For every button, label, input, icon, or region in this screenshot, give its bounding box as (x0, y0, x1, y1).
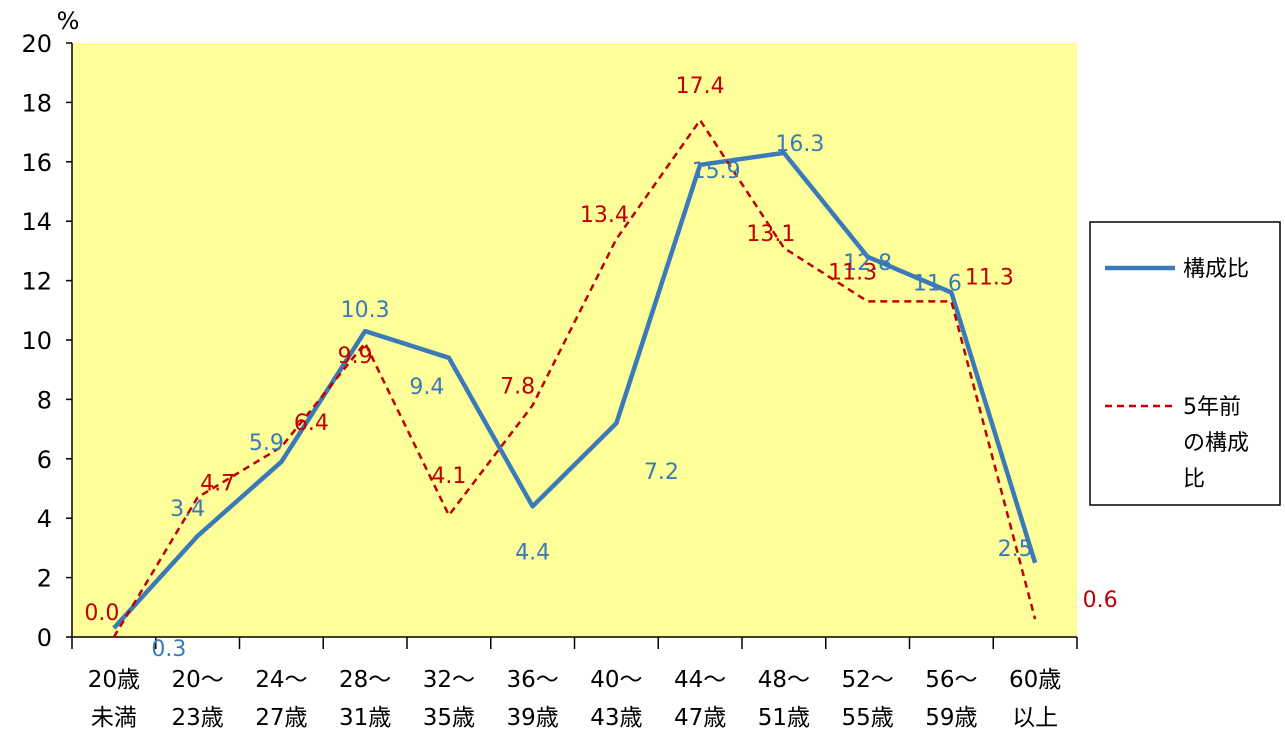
data-label-5yr-ago: 4.1 (431, 464, 466, 489)
data-label-5yr-ago: 17.4 (676, 74, 725, 99)
y-tick-label: 6 (37, 446, 52, 474)
x-tick-label: 56～ (925, 667, 977, 693)
x-tick-label: 51歳 (758, 705, 810, 731)
data-label-composition: 9.4 (409, 375, 444, 400)
data-label-5yr-ago: 11.3 (828, 260, 877, 285)
data-label-5yr-ago: 4.7 (200, 471, 235, 496)
x-tick-label: 32～ (423, 667, 475, 693)
x-tick-label: 39歳 (506, 705, 558, 731)
data-label-composition: 3.4 (170, 497, 205, 522)
data-label-5yr-ago: 6.4 (294, 411, 329, 436)
x-tick-label: 60歳 (1009, 667, 1061, 693)
data-label-5yr-ago: 0.0 (84, 601, 119, 626)
legend-label-5yr-ago: 比 (1183, 467, 1205, 492)
x-tick-label: 35歳 (423, 705, 475, 731)
data-label-5yr-ago: 13.4 (580, 203, 629, 228)
data-label-5yr-ago: 11.3 (965, 265, 1014, 290)
y-tick-label: 4 (37, 505, 52, 533)
y-tick-label: 16 (21, 149, 52, 177)
data-label-composition: 16.3 (775, 132, 824, 157)
y-tick-label: 12 (21, 268, 52, 296)
y-tick-label: 0 (37, 624, 52, 652)
x-tick-label: 43歳 (590, 705, 642, 731)
series-line-5yr-ago (112, 118, 1037, 638)
data-label-5yr-ago: 9.9 (338, 344, 373, 369)
x-tick-label: 27歳 (255, 705, 307, 731)
data-label-5yr-ago: 0.6 (1083, 588, 1118, 613)
data-label-composition: 7.2 (644, 460, 679, 485)
legend-label-composition: 構成比 (1183, 257, 1249, 282)
y-tick-label: 20 (21, 30, 52, 58)
x-tick-label: 20～ (171, 667, 223, 693)
x-tick-label: 40～ (590, 667, 642, 693)
data-label-composition: 11.6 (913, 271, 962, 296)
data-label-composition: 15.9 (692, 159, 741, 184)
data-labels: 0.3 3.4 5.9 10.3 9.4 4.4 7.2 15.9 16.3 12.8 11.6 2.… (84, 74, 1117, 662)
x-tick-label: 以上 (1012, 705, 1058, 731)
y-tick-label: 14 (21, 208, 52, 236)
y-tick-label: 8 (37, 386, 52, 414)
y-tick-label: 18 (21, 89, 52, 117)
x-tick-label: 55歳 (841, 705, 893, 731)
y-unit-label: % (57, 7, 80, 35)
y-tick-label: 10 (21, 327, 52, 355)
data-label-composition: 4.4 (515, 540, 550, 565)
series-line-composition (112, 150, 1038, 630)
data-label-composition: 12.8 (843, 251, 892, 276)
data-label-5yr-ago: 13.1 (746, 222, 795, 247)
x-tick-label: 未満 (91, 705, 137, 731)
x-tick-label: 23歳 (171, 705, 223, 731)
x-tick-label: 44～ (674, 667, 726, 693)
data-label-composition: 0.3 (151, 637, 186, 662)
x-tick-label: 31歳 (339, 705, 391, 731)
x-tick-label: 52～ (841, 667, 893, 693)
x-tick-label: 47歳 (674, 705, 726, 731)
data-label-5yr-ago: 7.8 (500, 374, 535, 399)
series-lines (112, 118, 1038, 638)
plot-area (72, 43, 1077, 637)
data-label-composition: 2.5 (998, 537, 1033, 562)
legend-label-5yr-ago: の構成 (1183, 431, 1249, 456)
y-axis: 0 2 4 6 8 10 12 14 16 18 20% (21, 7, 79, 652)
x-tick-label: 24～ (255, 667, 307, 693)
x-tick-label: 28～ (339, 667, 391, 693)
x-tick-label: 48～ (758, 667, 810, 693)
x-tick-label: 59歳 (925, 705, 977, 731)
x-tick-label: 36～ (506, 667, 558, 693)
x-tick-label: 20歳 (88, 667, 140, 693)
legend-label-5yr-ago: 5年前 (1183, 395, 1241, 420)
data-label-composition: 5.9 (249, 431, 284, 456)
y-tick-label: 2 (37, 565, 52, 593)
data-label-composition: 10.3 (341, 298, 390, 323)
